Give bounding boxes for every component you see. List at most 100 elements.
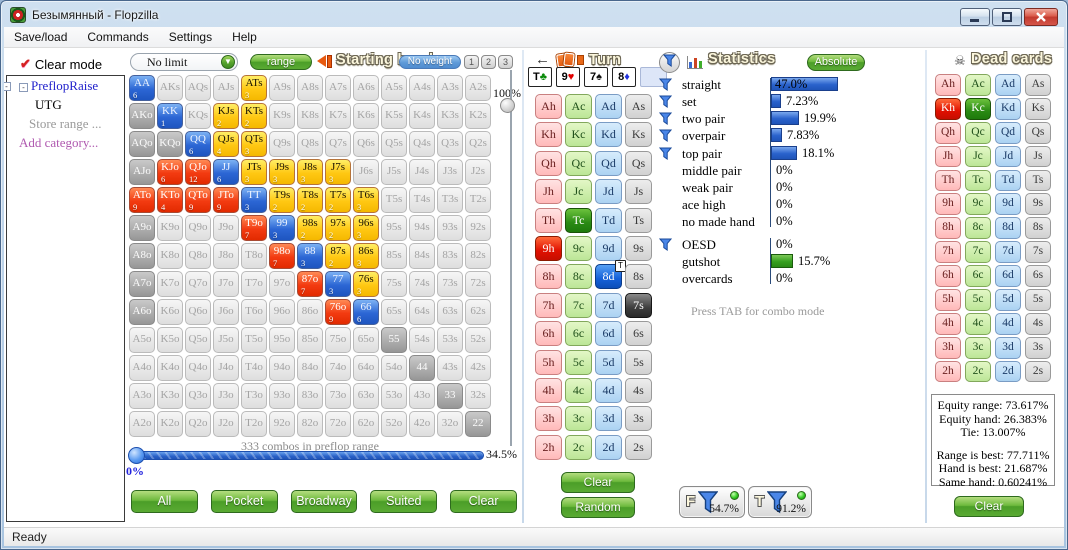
dead-card-6c[interactable]: 6c bbox=[965, 265, 991, 287]
turn-card-Jh[interactable]: Jh bbox=[535, 179, 562, 205]
matrix-cell-43o[interactable]: 43o bbox=[409, 383, 435, 409]
matrix-cell-A2s[interactable]: A2s bbox=[465, 75, 491, 101]
matrix-cell-T9o[interactable]: T9o 7 bbox=[241, 215, 267, 241]
dead-card-8c[interactable]: 8c bbox=[965, 217, 991, 240]
close-button[interactable] bbox=[1024, 8, 1058, 26]
matrix-cell-Q7o[interactable]: Q7o bbox=[185, 271, 211, 297]
matrix-cell-A4o[interactable]: A4o bbox=[129, 355, 155, 381]
turn-card-8d[interactable]: 8d T bbox=[595, 260, 626, 290]
matrix-cell-77[interactable]: 77 3 bbox=[325, 271, 351, 297]
matrix-cell-J8s[interactable]: J8s 3 bbox=[297, 159, 323, 185]
matrix-cell-A5s[interactable]: A5s bbox=[381, 75, 407, 101]
matrix-cell-Q9s[interactable]: Q9s bbox=[269, 131, 295, 157]
matrix-cell-KQs[interactable]: KQs bbox=[185, 103, 211, 129]
matrix-cell-AJs[interactable]: AJs bbox=[213, 75, 239, 101]
dead-card-Kh[interactable]: Kh bbox=[935, 97, 961, 120]
matrix-cell-94s[interactable]: 94s bbox=[409, 215, 435, 241]
dead-cards-clear-button[interactable]: Clear bbox=[954, 496, 1024, 517]
matrix-cell-Q5o[interactable]: Q5o bbox=[185, 327, 211, 353]
matrix-cell-T2s[interactable]: T2s bbox=[465, 187, 491, 213]
turn-card-5h[interactable]: 5h bbox=[535, 349, 562, 375]
matrix-cell-22[interactable]: 22 bbox=[465, 411, 491, 437]
matrix-cell-KJs[interactable]: KJs 2 bbox=[213, 103, 239, 129]
matrix-cell-93s[interactable]: 93s bbox=[437, 215, 463, 241]
matrix-cell-AKs[interactable]: AKs bbox=[157, 75, 183, 101]
limit-select[interactable]: No limit ▼ bbox=[130, 53, 238, 71]
range-percent-slider[interactable] bbox=[134, 451, 484, 460]
matrix-cell-83o[interactable]: 83o bbox=[297, 383, 323, 409]
stat-filter-funnel-icon[interactable] bbox=[658, 112, 673, 130]
matrix-cell-AQo[interactable]: AQo bbox=[129, 131, 155, 157]
matrix-cell-Q4s[interactable]: Q4s bbox=[409, 131, 435, 157]
matrix-cell-Q3o[interactable]: Q3o bbox=[185, 383, 211, 409]
matrix-cell-A9s[interactable]: A9s bbox=[269, 75, 295, 101]
matrix-cell-A3o[interactable]: A3o bbox=[129, 383, 155, 409]
turn-card-6h[interactable]: 6h bbox=[535, 321, 562, 347]
turn-filter-box[interactable]: T 91.2% bbox=[748, 486, 812, 518]
turn-card-7c[interactable]: 7c bbox=[565, 292, 592, 318]
matrix-cell-KTs[interactable]: KTs 2 bbox=[241, 103, 267, 129]
dead-card-2h[interactable]: 2h bbox=[935, 360, 961, 383]
matrix-cell-74o[interactable]: 74o bbox=[325, 355, 351, 381]
matrix-cell-J2o[interactable]: J2o bbox=[213, 411, 239, 437]
matrix-cell-AKo[interactable]: AKo bbox=[129, 103, 155, 129]
matrix-cell-52o[interactable]: 52o bbox=[381, 411, 407, 437]
dead-card-Jh[interactable]: Jh bbox=[935, 145, 961, 168]
matrix-cell-85s[interactable]: 85s bbox=[381, 243, 407, 269]
turn-card-8c[interactable]: 8c bbox=[565, 264, 592, 290]
turn-card-6d[interactable]: 6d bbox=[595, 321, 622, 347]
dead-card-Qh[interactable]: Qh bbox=[935, 121, 961, 144]
matrix-cell-T9s[interactable]: T9s 2 bbox=[269, 187, 295, 213]
matrix-cell-A6s[interactable]: A6s bbox=[353, 75, 379, 101]
turn-card-5s[interactable]: 5s bbox=[625, 349, 652, 375]
matrix-cell-63s[interactable]: 63s bbox=[437, 299, 463, 325]
dead-card-Ad[interactable]: Ad bbox=[995, 74, 1021, 96]
matrix-cell-JTs[interactable]: JTs 3 bbox=[241, 159, 267, 185]
board-clear-button[interactable]: Clear bbox=[561, 472, 635, 493]
matrix-cell-Q2o[interactable]: Q2o bbox=[185, 411, 211, 437]
turn-card-Jd[interactable]: Jd bbox=[595, 179, 622, 205]
dead-card-3d[interactable]: 3d bbox=[995, 336, 1021, 359]
dead-card-As[interactable]: As bbox=[1025, 74, 1051, 96]
tree-root-expander[interactable]: - bbox=[4, 82, 11, 91]
matrix-cell-J5o[interactable]: J5o bbox=[213, 327, 239, 353]
dead-card-Js[interactable]: Js bbox=[1025, 145, 1051, 168]
matrix-cell-KK[interactable]: KK 1 bbox=[157, 103, 183, 129]
turn-card-As[interactable]: As bbox=[625, 94, 652, 119]
matrix-cell-K7s[interactable]: K7s bbox=[325, 103, 351, 129]
matrix-cell-A4s[interactable]: A4s bbox=[409, 75, 435, 101]
turn-card-Ac[interactable]: Ac bbox=[565, 94, 592, 119]
menu-item-commands[interactable]: Commands bbox=[87, 30, 149, 44]
matrix-cell-87o[interactable]: 87o 7 bbox=[297, 271, 323, 297]
dead-card-6s[interactable]: 6s bbox=[1025, 265, 1051, 287]
matrix-cell-92o[interactable]: 92o bbox=[269, 411, 295, 437]
weight-slider-thumb[interactable] bbox=[500, 98, 515, 113]
turn-card-2h[interactable]: 2h bbox=[535, 434, 562, 460]
matrix-cell-KTo[interactable]: KTo 4 bbox=[157, 187, 183, 213]
matrix-cell-J8o[interactable]: J8o bbox=[213, 243, 239, 269]
matrix-cell-53s[interactable]: 53s bbox=[437, 327, 463, 353]
turn-card-7d[interactable]: 7d bbox=[595, 292, 622, 318]
stat-filter-funnel-icon[interactable] bbox=[658, 147, 673, 165]
turn-card-4s[interactable]: 4s bbox=[625, 377, 652, 403]
matrix-cell-J3o[interactable]: J3o bbox=[213, 383, 239, 409]
turn-card-7s[interactable]: 7s bbox=[625, 292, 652, 318]
matrix-cell-98o[interactable]: 98o 7 bbox=[269, 243, 295, 269]
matrix-cell-QTs[interactable]: QTs 3 bbox=[241, 131, 267, 157]
preset-button-pocket[interactable]: Pocket bbox=[210, 490, 278, 513]
matrix-cell-K5o[interactable]: K5o bbox=[157, 327, 183, 353]
dead-card-Kc[interactable]: Kc bbox=[965, 97, 991, 120]
dead-card-2c[interactable]: 2c bbox=[965, 360, 991, 383]
matrix-cell-J2s[interactable]: J2s bbox=[465, 159, 491, 185]
matrix-cell-KQo[interactable]: KQo bbox=[157, 131, 183, 157]
dead-card-4d[interactable]: 4d bbox=[995, 312, 1021, 335]
matrix-cell-T7s[interactable]: T7s 2 bbox=[325, 187, 351, 213]
matrix-cell-62s[interactable]: 62s bbox=[465, 299, 491, 325]
matrix-cell-84s[interactable]: 84s bbox=[409, 243, 435, 269]
turn-card-Th[interactable]: Th bbox=[535, 207, 562, 233]
dead-card-Qs[interactable]: Qs bbox=[1025, 121, 1051, 144]
matrix-cell-A9o[interactable]: A9o bbox=[129, 215, 155, 241]
turn-card-9s[interactable]: 9s bbox=[625, 235, 652, 261]
matrix-cell-86o[interactable]: 86o bbox=[297, 299, 323, 325]
dead-card-Jd[interactable]: Jd bbox=[995, 145, 1021, 168]
